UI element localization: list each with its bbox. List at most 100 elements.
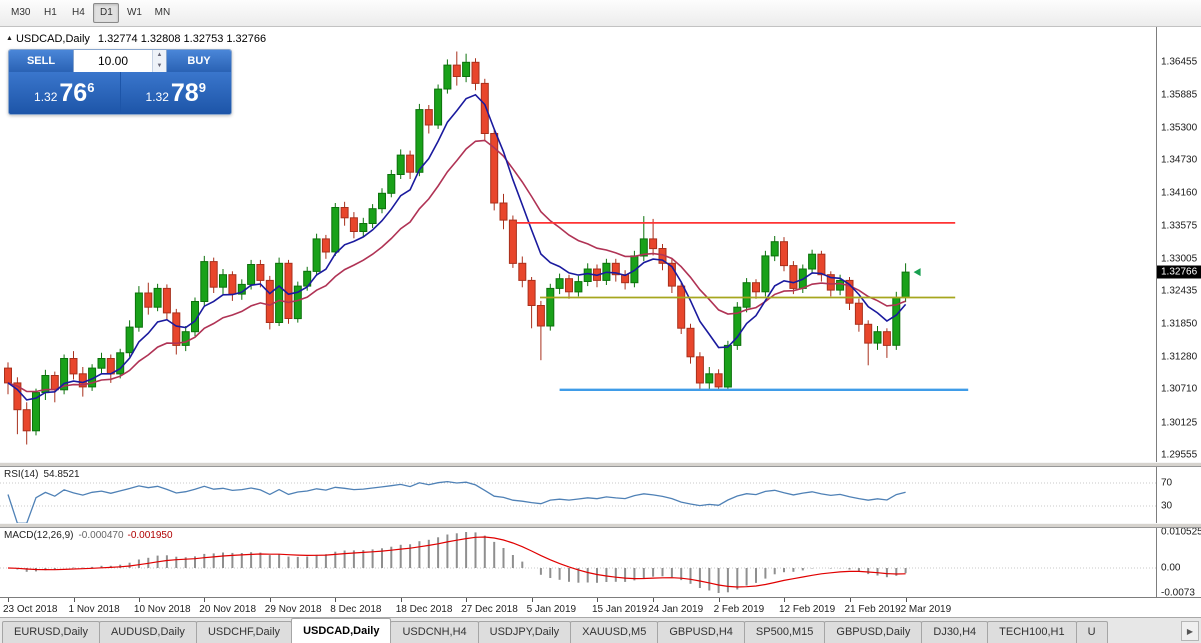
candle — [200, 255, 209, 306]
chart-tab-GBPUSD-H4[interactable]: GBPUSD,H4 — [657, 621, 745, 643]
rsi-line — [7, 480, 906, 523]
price-scale-label: 1.36455 — [1161, 56, 1198, 68]
candle — [22, 402, 31, 445]
chart-tab-TECH100-H1[interactable]: TECH100,H1 — [987, 621, 1077, 643]
sell-price-sup: 6 — [87, 79, 95, 95]
chart-tab-SP500-M15[interactable]: SP500,M15 — [743, 621, 826, 643]
volume-spinner: ▲ ▼ — [152, 50, 166, 72]
volume-input[interactable]: 10.00 — [97, 54, 129, 68]
chart-ohlc-values: 1.32774 1.32808 1.32753 1.32766 — [97, 33, 267, 45]
timeframe-button-H4[interactable]: H4 — [72, 7, 85, 18]
timeframe-button-H1[interactable]: H1 — [44, 7, 57, 18]
buy-button[interactable]: BUY — [167, 50, 231, 72]
candle — [518, 256, 527, 288]
candle — [424, 105, 433, 134]
time-axis-label: 23 Oct 2018 — [3, 604, 58, 615]
timeframe-button-M30[interactable]: M30 — [11, 7, 31, 18]
time-axis-tick — [466, 598, 468, 602]
candlestick-plot — [4, 51, 969, 445]
chart-tab-EURUSD-Daily[interactable]: EURUSD,Daily — [2, 621, 100, 643]
volume-decrease-button[interactable]: ▼ — [153, 61, 166, 72]
chart-tab-USDJPY-Daily[interactable]: USDJPY,Daily — [477, 621, 572, 643]
macd-plot[interactable]: MACD(12,26,9) -0.000470 -0.001950 — [0, 528, 1156, 597]
candle — [695, 352, 704, 391]
chart-tab-U[interactable]: U — [1075, 621, 1108, 643]
buy-price-display[interactable]: 1.32 78 9 — [120, 72, 231, 114]
candle — [349, 212, 358, 239]
candle — [50, 371, 59, 403]
chart-tab-GBPUSD-Daily[interactable]: GBPUSD,Daily — [824, 621, 923, 643]
candle — [882, 328, 891, 358]
candle — [172, 308, 181, 355]
pane-splitter[interactable] — [0, 462, 1201, 467]
candle — [742, 278, 751, 313]
macd-chart — [0, 532, 1156, 593]
time-axis-tick — [653, 598, 655, 602]
candle — [527, 277, 536, 329]
candle — [162, 284, 171, 321]
chart-tab-XAUUSD-M5[interactable]: XAUUSD,M5 — [570, 621, 659, 643]
time-axis-label: 18 Dec 2018 — [395, 604, 453, 615]
buy-price-big: 78 — [170, 78, 199, 107]
macd-main-value: -0.000470 — [78, 530, 124, 541]
volume-increase-button[interactable]: ▲ — [153, 50, 166, 61]
macd-label: MACD(12,26,9) -0.000470 -0.001950 — [4, 530, 173, 541]
main-plot[interactable]: ▲ USDCAD,Daily 1.32774 1.32808 1.32753 1.3… — [0, 27, 1156, 462]
time-axis-tick — [718, 598, 720, 602]
sell-price-display[interactable]: 1.32 76 6 — [9, 72, 120, 114]
candle — [490, 128, 499, 211]
candle — [97, 352, 106, 374]
macd-scale[interactable]: 0.010525 0.00 -0.0073 — [1156, 528, 1201, 597]
candle — [901, 263, 910, 303]
macd-signal-line — [7, 536, 906, 588]
candle — [789, 261, 798, 295]
time-axis-label: 21 Feb 2019 — [844, 604, 901, 615]
candle — [780, 237, 788, 272]
time-axis-label: 8 Dec 2018 — [330, 604, 382, 615]
candle — [387, 169, 396, 198]
price-scale-label: 1.34160 — [1161, 187, 1198, 199]
price-scale-label: 1.30710 — [1161, 383, 1198, 395]
chart-tab-USDCAD-Daily[interactable]: USDCAD,Daily — [291, 618, 392, 643]
macd-name: MACD(12,26,9) — [4, 530, 74, 541]
candle — [32, 388, 40, 436]
timeframe-button-MN[interactable]: MN — [154, 7, 171, 18]
time-axis-label: 15 Jan 2019 — [592, 604, 648, 615]
chart-tab-USDCHF-Daily[interactable]: USDCHF,Daily — [195, 621, 293, 643]
price-scale-label: 1.35300 — [1161, 122, 1198, 134]
pane-splitter[interactable] — [0, 523, 1201, 528]
candle — [134, 286, 143, 332]
candle — [667, 258, 676, 293]
rsi-plot[interactable]: RSI(14) 54.8521 — [0, 467, 1156, 523]
candle — [462, 53, 471, 83]
current-price-badge: 1.32766 — [1157, 265, 1201, 279]
macd-indicator-pane: MACD(12,26,9) -0.000470 -0.001950 0.010525… — [0, 528, 1201, 597]
chart-tab-DJ30-H4[interactable]: DJ30,H4 — [921, 621, 989, 643]
time-axis-label: 1 Nov 2018 — [68, 604, 120, 615]
candle — [209, 257, 218, 293]
candle — [228, 271, 237, 301]
rsi-level-label: 70 — [1161, 477, 1173, 489]
price-scale-label: 1.31280 — [1161, 351, 1198, 363]
chart-tab-AUDUSD-Daily[interactable]: AUDUSD,Daily — [98, 621, 197, 643]
price-scale[interactable]: 1.36455 1.35885 1.35300 1.34730 1.34160 1.335… — [1156, 27, 1201, 462]
sell-button[interactable]: SELL — [9, 50, 73, 72]
chart-symbol-label: USDCAD,Daily — [15, 33, 90, 45]
timeframe-button-W1[interactable]: W1 — [126, 7, 142, 18]
candle — [621, 270, 630, 290]
time-axis-tick — [400, 598, 402, 602]
timeframe-button-D1[interactable]: D1 — [93, 3, 120, 23]
candle — [359, 217, 368, 238]
tab-scroll-right-button[interactable]: ▶ — [1181, 621, 1199, 641]
chart-tabs-bar: EURUSD,Daily AUDUSD,Daily USDCHF,Daily USDC… — [0, 617, 1201, 643]
candle — [583, 263, 592, 287]
rsi-scale[interactable]: 70 30 — [1156, 467, 1201, 523]
price-scale-label: 1.30125 — [1161, 417, 1198, 428]
chart-tab-USDCNH-H4[interactable]: USDCNH,H4 — [390, 621, 479, 643]
time-axis-tick — [784, 598, 785, 602]
candle — [508, 215, 517, 268]
candle — [153, 283, 162, 312]
time-axis[interactable]: 23 Oct 2018 1 Nov 2018 10 Nov 2018 20 Nov 2… — [0, 597, 1201, 617]
price-scale-label: 1.29555 — [1161, 449, 1198, 461]
time-axis-tick — [905, 598, 907, 602]
